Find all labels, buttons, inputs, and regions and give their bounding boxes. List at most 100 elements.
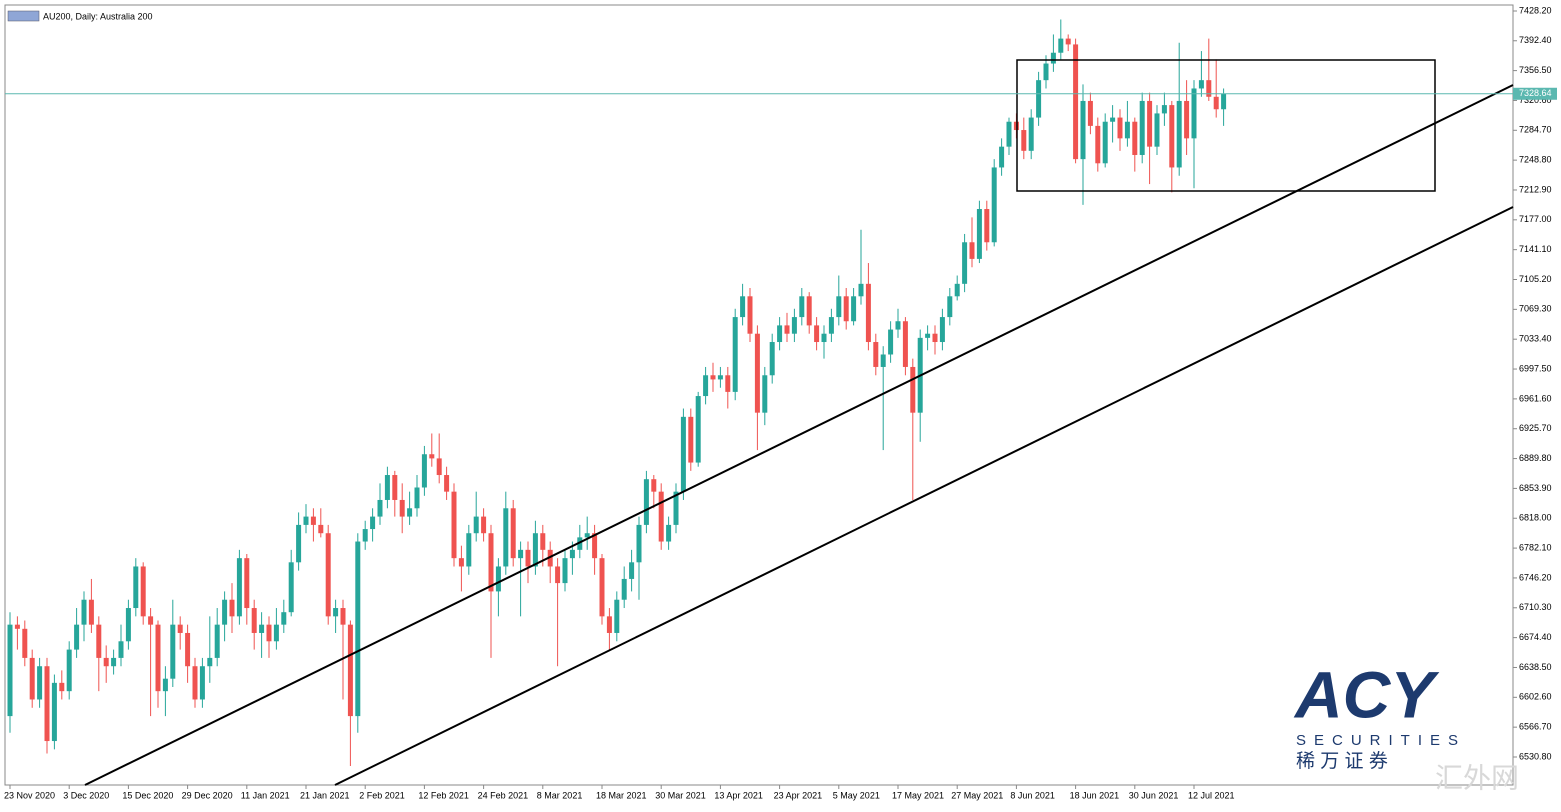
candle-body	[999, 146, 1005, 168]
candle-body	[562, 558, 568, 584]
candle-body	[1058, 38, 1064, 53]
candle-body	[59, 682, 65, 692]
candle-body	[799, 296, 805, 318]
candle-body	[865, 283, 871, 343]
x-tick-label: 12 Jul 2021	[1188, 790, 1235, 800]
candle-body	[880, 354, 886, 367]
logo: ACY SECURITIES 稀 万 证 券 汇外网	[1293, 657, 1519, 793]
candle-body	[651, 479, 657, 492]
y-tick-label: 7033.40	[1519, 334, 1552, 344]
candle-body	[303, 516, 309, 525]
y-tick-label: 6782.10	[1519, 542, 1552, 552]
candle-body	[680, 416, 686, 492]
candle-body	[133, 566, 139, 609]
candle-body	[962, 242, 968, 284]
candle-body	[991, 167, 997, 243]
x-tick-label: 2 Feb 2021	[359, 790, 405, 800]
candle-body	[688, 416, 694, 463]
candle-body	[1028, 117, 1034, 151]
candle-body	[621, 578, 627, 600]
candle-body	[791, 317, 797, 334]
candle-body	[969, 242, 975, 259]
x-tick-label: 15 Dec 2020	[122, 790, 173, 800]
last-price-tag	[1513, 87, 1557, 100]
candle-body	[606, 616, 612, 633]
x-tick-label: 29 Dec 2020	[182, 790, 233, 800]
candle-body	[828, 317, 834, 334]
candle-body	[984, 209, 990, 243]
candle-body	[1221, 93, 1227, 110]
candle-body	[214, 624, 220, 658]
candle-body	[296, 524, 302, 563]
candle-body	[939, 317, 945, 343]
range-box	[1016, 59, 1436, 192]
candle-body	[1095, 125, 1101, 164]
watermark: 汇外网	[1435, 762, 1519, 793]
candle-body	[1087, 100, 1093, 126]
x-tick-label: 23 Apr 2021	[774, 790, 823, 800]
candle-body	[81, 599, 87, 625]
candle-body	[806, 296, 812, 326]
candle-body	[858, 283, 864, 297]
candle-body	[814, 325, 820, 343]
logo-brand: ACY	[1293, 657, 1439, 731]
candle-body	[495, 566, 501, 592]
candle-body	[976, 209, 982, 259]
candle-body	[754, 333, 760, 413]
candle-body	[177, 624, 183, 633]
candle-body	[259, 624, 265, 633]
candle-body	[451, 491, 457, 559]
candle-body	[1073, 44, 1079, 160]
x-tick-label: 30 Jun 2021	[1129, 790, 1179, 800]
candle-body	[436, 458, 442, 476]
x-tick-label: 5 May 2021	[833, 790, 880, 800]
y-tick-label: 7069.30	[1519, 304, 1552, 314]
candle-body	[843, 296, 849, 322]
y-tick-label: 6925.70	[1519, 423, 1552, 433]
x-tick-label: 11 Jan 2021	[241, 790, 290, 800]
candle-body	[1050, 52, 1056, 64]
y-tick-label: 7177.00	[1519, 214, 1552, 224]
x-tick-label: 27 May 2021	[951, 790, 1003, 800]
candle-body	[1110, 117, 1116, 122]
y-tick-label: 6566.70	[1519, 722, 1552, 732]
y-tick-label: 7356.50	[1519, 65, 1552, 75]
candle-body	[851, 296, 857, 322]
x-tick-label: 8 Jun 2021	[1010, 790, 1055, 800]
candle-body	[207, 657, 213, 667]
candle-body	[1154, 113, 1160, 147]
candle-body	[1191, 88, 1197, 139]
y-tick-label: 6997.50	[1519, 363, 1552, 373]
candle-body	[569, 549, 575, 559]
candle-body	[192, 666, 198, 700]
candle-body	[777, 325, 783, 343]
candle-body	[1139, 100, 1145, 155]
candle-body	[762, 375, 768, 413]
chart-icon	[7, 10, 40, 22]
candle-body	[1198, 80, 1204, 89]
x-tick-label: 13 Apr 2021	[714, 790, 763, 800]
y-tick-label: 7392.40	[1519, 35, 1552, 45]
candle-body	[473, 516, 479, 534]
candle-body	[717, 375, 723, 380]
x-tick-label: 12 Feb 2021	[418, 790, 469, 800]
candle-body	[584, 533, 590, 538]
candle-body	[1124, 121, 1130, 139]
x-tick-label: 18 Jun 2021	[1070, 790, 1120, 800]
logo-sub: SECURITIES	[1296, 732, 1466, 749]
candle-body	[836, 296, 842, 318]
candle-body	[148, 616, 154, 625]
candle-body	[695, 396, 701, 463]
candle-body	[103, 657, 109, 667]
candle-body	[333, 608, 339, 617]
candle-body	[421, 454, 427, 488]
candle-body	[310, 516, 316, 525]
candle-body	[118, 641, 124, 658]
y-tick-label: 6530.80	[1519, 751, 1552, 761]
candle-body	[488, 533, 494, 592]
y-tick-label: 7141.10	[1519, 244, 1552, 254]
candle-body	[1213, 96, 1219, 110]
candle-body	[725, 375, 731, 392]
x-tick-label: 18 Mar 2021	[596, 790, 647, 800]
